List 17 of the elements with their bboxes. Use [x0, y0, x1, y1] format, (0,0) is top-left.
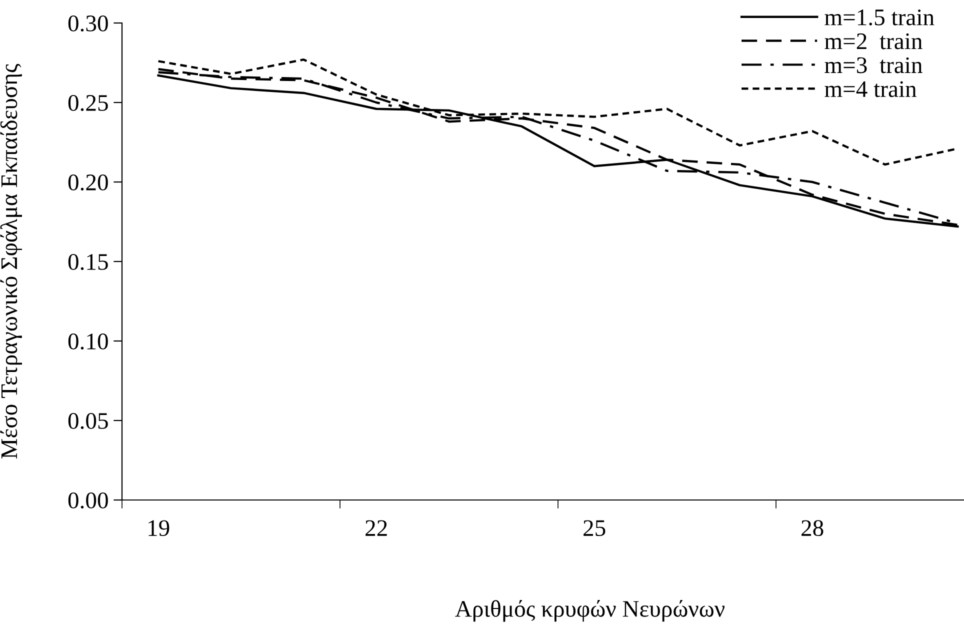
legend-label: m=2 train [824, 33, 922, 50]
legend-label: m=4 train [824, 81, 916, 98]
y-tick-label: 0.20 [68, 174, 108, 191]
y-tick-label: 0.10 [68, 333, 108, 350]
x-axis-title: Αριθμός κρυφών Νευρώνων [455, 600, 725, 622]
y-axis-title: Μέσο Τετραγωνικό Σφάλμα Εκπαίδευσης [0, 64, 22, 459]
x-tick-label: 19 [148, 520, 170, 536]
x-tick-label: 25 [584, 520, 606, 536]
x-tick-label: 22 [366, 520, 387, 536]
x-tick-label: 28 [802, 520, 824, 536]
legend-label: m=1.5 train [824, 9, 934, 26]
y-tick-label: 0.00 [68, 492, 108, 509]
y-tick-label: 0.25 [68, 94, 108, 112]
y-tick-label: 0.15 [68, 254, 108, 270]
legend-label: m=3 train [824, 57, 922, 74]
y-tick-label: 0.30 [68, 15, 108, 32]
y-tick-label: 0.05 [68, 412, 108, 430]
